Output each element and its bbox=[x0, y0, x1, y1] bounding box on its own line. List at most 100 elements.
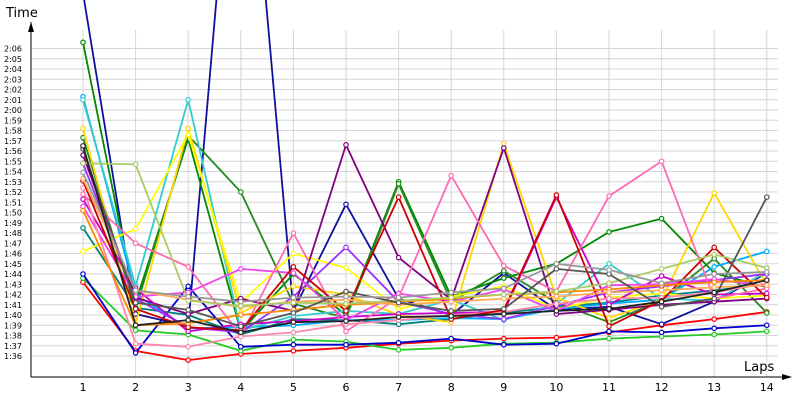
data-point bbox=[763, 310, 770, 316]
x-tick-label: 12 bbox=[655, 381, 669, 394]
y-tick-label: 1:53 bbox=[4, 178, 22, 187]
data-point bbox=[290, 310, 297, 316]
y-tick-label: 1:40 bbox=[4, 311, 22, 320]
data-point bbox=[80, 207, 86, 214]
x-tick-label: 11 bbox=[602, 381, 616, 394]
data-point bbox=[238, 343, 244, 350]
series-3 bbox=[80, 271, 770, 356]
data-point bbox=[606, 193, 612, 199]
data-point bbox=[500, 275, 507, 281]
data-point bbox=[185, 293, 192, 300]
data-point bbox=[658, 273, 665, 279]
data-point bbox=[763, 269, 770, 275]
y-tick-label: 2:00 bbox=[4, 106, 22, 115]
data-point bbox=[343, 300, 349, 307]
data-point bbox=[448, 289, 455, 296]
y-tick-label: 1:45 bbox=[4, 260, 22, 269]
x-tick-label: 10 bbox=[549, 381, 563, 394]
data-point bbox=[553, 266, 560, 272]
data-point bbox=[658, 266, 665, 272]
data-point bbox=[290, 283, 297, 290]
y-tick-label: 2:06 bbox=[4, 45, 22, 54]
data-point bbox=[132, 287, 139, 294]
data-point bbox=[553, 340, 560, 347]
y-tick-label: 1:57 bbox=[4, 137, 22, 146]
data-point bbox=[711, 244, 718, 251]
data-point bbox=[343, 201, 349, 208]
data-point bbox=[500, 335, 507, 342]
data-point bbox=[448, 313, 455, 319]
data-point bbox=[711, 279, 718, 286]
data-point bbox=[238, 329, 244, 336]
data-point bbox=[238, 266, 244, 272]
y-tick-label: 1:52 bbox=[4, 188, 22, 197]
x-tick-label: 2 bbox=[132, 381, 139, 394]
data-point bbox=[395, 254, 402, 261]
x-tick-label: 6 bbox=[343, 381, 350, 394]
data-point bbox=[132, 327, 139, 334]
data-point bbox=[606, 335, 612, 342]
series-line bbox=[82, 145, 768, 334]
series-24 bbox=[80, 143, 770, 336]
data-point bbox=[290, 250, 297, 257]
data-point bbox=[553, 260, 560, 267]
data-point bbox=[763, 248, 770, 255]
y-tick-label: 1:38 bbox=[4, 332, 22, 341]
data-point bbox=[711, 264, 718, 270]
data-point bbox=[658, 158, 665, 165]
data-point bbox=[763, 294, 770, 301]
series-line bbox=[82, 273, 767, 354]
x-tick-label: 5 bbox=[290, 381, 297, 394]
data-point bbox=[290, 230, 297, 236]
data-point bbox=[185, 317, 192, 323]
data-point bbox=[448, 335, 455, 342]
x-tick-label: 3 bbox=[185, 381, 192, 394]
y-tick-label: 1:56 bbox=[4, 147, 22, 156]
x-tick-label: 8 bbox=[448, 381, 455, 394]
data-point bbox=[290, 319, 297, 325]
y-tick-label: 1:46 bbox=[4, 250, 22, 259]
data-point bbox=[185, 307, 192, 313]
y-tick-label: 1:39 bbox=[4, 321, 22, 330]
data-point bbox=[763, 328, 770, 335]
data-point bbox=[238, 189, 244, 195]
data-point bbox=[395, 181, 402, 187]
data-point bbox=[500, 316, 507, 322]
data-point bbox=[553, 308, 560, 314]
data-point bbox=[448, 294, 455, 301]
data-point bbox=[80, 143, 86, 149]
data-point bbox=[132, 161, 139, 168]
data-point bbox=[711, 271, 718, 277]
data-point bbox=[606, 306, 612, 312]
y-tick-label: 2:01 bbox=[4, 96, 22, 105]
data-point bbox=[343, 308, 349, 314]
data-point bbox=[132, 350, 139, 356]
data-point bbox=[290, 270, 297, 276]
data-point bbox=[290, 329, 297, 336]
data-point bbox=[763, 194, 770, 200]
data-point bbox=[553, 293, 560, 300]
series-line bbox=[82, 42, 768, 333]
y-tick-labels: 1:361:371:38 1:391:401:411:42 1:431:441:45… bbox=[4, 45, 22, 362]
x-axis-arrow bbox=[782, 374, 792, 380]
y-tick-label: 1:50 bbox=[4, 209, 22, 218]
data-point bbox=[343, 341, 349, 348]
data-point bbox=[606, 260, 612, 267]
x-tick-label: 1 bbox=[80, 381, 87, 394]
data-point bbox=[763, 322, 770, 329]
data-point bbox=[658, 287, 665, 294]
y-tick-label: 1:41 bbox=[4, 301, 22, 310]
y-tick-label: 1:44 bbox=[4, 270, 22, 279]
data-point bbox=[343, 293, 349, 300]
data-point bbox=[448, 172, 455, 179]
data-point bbox=[80, 271, 86, 277]
y-tick-label: 1:58 bbox=[4, 127, 22, 136]
data-point bbox=[80, 96, 86, 103]
y-tick-label: 1:48 bbox=[4, 229, 22, 238]
data-point bbox=[553, 300, 560, 307]
data-point bbox=[711, 325, 718, 332]
data-point bbox=[290, 336, 297, 343]
data-point bbox=[711, 316, 718, 322]
data-point bbox=[500, 291, 507, 298]
x-tick-label: 14 bbox=[760, 381, 774, 394]
